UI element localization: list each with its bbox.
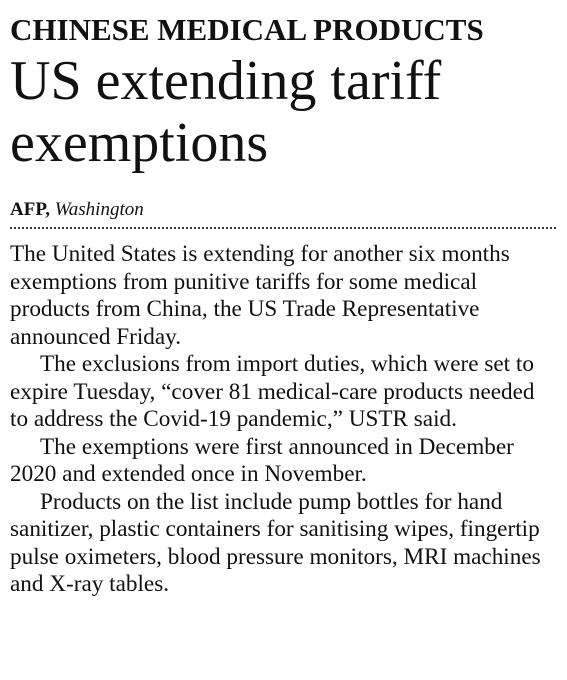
section-kicker: CHINESE MEDICAL PRODUCTS	[10, 12, 484, 47]
paragraph: The United States is extending for anoth…	[10, 241, 510, 350]
byline-agency: AFP,	[10, 199, 50, 220]
paragraph: The exemptions were first announced in D…	[10, 433, 514, 488]
headline-line-1: US extending tariff	[10, 50, 442, 112]
headline-line-2: exemptions	[10, 112, 269, 174]
paragraph: Products on the list include pump bottle…	[10, 488, 541, 598]
headline: US extending tariff exemptions	[10, 50, 558, 174]
byline: AFP, Washington	[10, 198, 558, 222]
dotted-divider	[10, 227, 556, 229]
byline-place: Washington	[54, 199, 144, 220]
paragraph: The exclusions from import duties, which…	[10, 351, 535, 432]
news-article: CHINESE MEDICAL PRODUCTS US extending ta…	[10, 12, 558, 599]
article-body: The United States is extending for anoth…	[10, 241, 558, 599]
